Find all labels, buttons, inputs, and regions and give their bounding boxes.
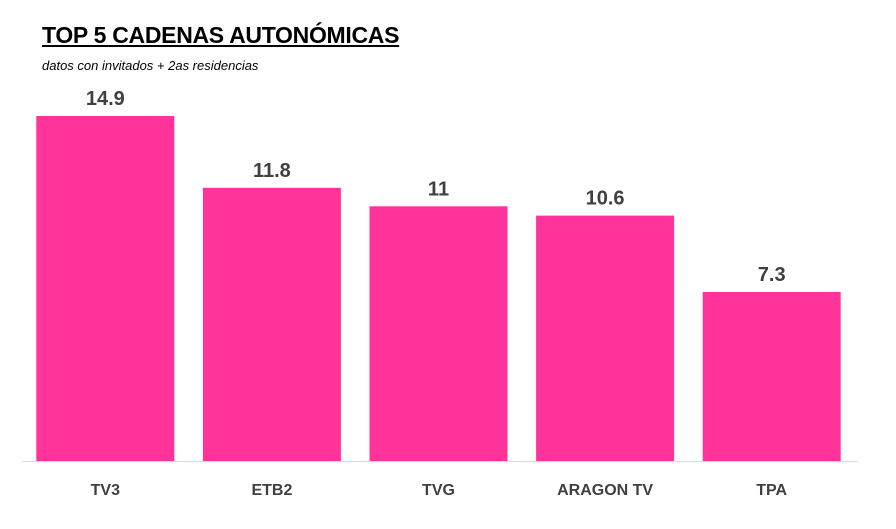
chart-title: TOP 5 CADENAS AUTONÓMICAS <box>42 22 400 48</box>
x-tick-label: ETB2 <box>251 482 292 499</box>
bars-group: 14.9 TV3 11.8 ETB2 11 TVG 10.6 ARAGON TV 7.3 TPA <box>36 88 841 499</box>
chart-subtitle: datos con invitados + 2as residencias <box>42 58 259 73</box>
x-tick-label: TV3 <box>91 482 120 499</box>
data-label: 11 <box>428 178 449 200</box>
x-tick-label: TVG <box>422 482 455 499</box>
bar-tpa <box>702 292 841 461</box>
bar-etb2 <box>202 187 341 462</box>
x-tick-label: ARAGON TV <box>557 482 653 499</box>
bar-tv3 <box>36 116 175 461</box>
x-tick-label: TPA <box>756 482 787 499</box>
data-label: 10.6 <box>586 188 625 210</box>
data-label: 7.3 <box>758 264 786 286</box>
data-label: 11.8 <box>253 160 291 182</box>
data-label: 14.9 <box>86 88 125 110</box>
bar-tvg <box>369 206 508 461</box>
bar-aragon-tv <box>536 215 675 461</box>
